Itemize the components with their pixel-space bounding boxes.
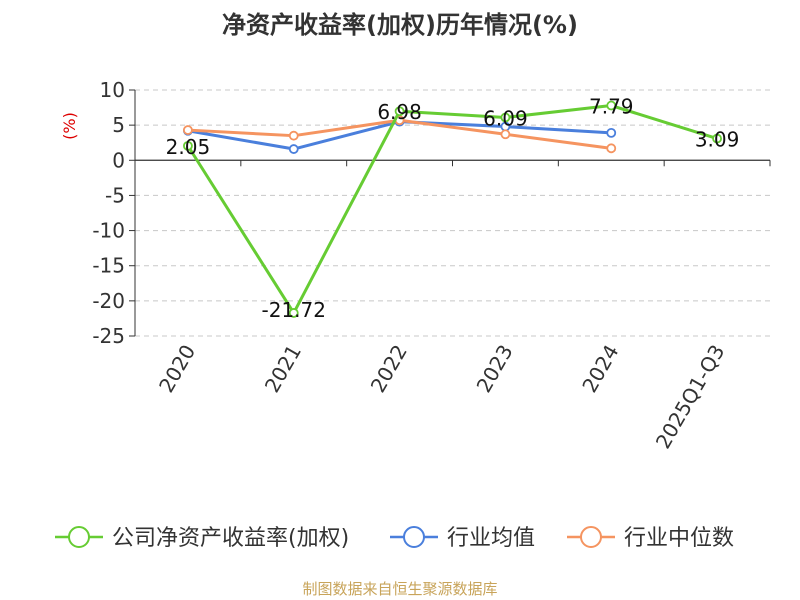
- data-label: 6.98: [377, 100, 422, 124]
- y-tick-label: 0: [112, 148, 125, 172]
- data-point[interactable]: [712, 133, 722, 144]
- legend-label: 行业均值: [447, 526, 535, 551]
- x-tick-label: 2024: [577, 341, 623, 397]
- y-tick-label: -10: [92, 219, 125, 243]
- data-point[interactable]: [606, 127, 617, 138]
- data-label: -21.72: [262, 298, 326, 322]
- y-tick-label: 5: [112, 113, 125, 137]
- data-labels: 2.05 -21.72 6.98 6.09 7.79 3.09: [166, 95, 740, 322]
- data-point[interactable]: [394, 106, 405, 117]
- data-point[interactable]: [288, 308, 299, 318]
- data-label: 3.09: [695, 128, 740, 152]
- y-axis-unit: (%): [60, 112, 79, 140]
- data-point[interactable]: [183, 125, 193, 135]
- data-point[interactable]: [288, 144, 299, 154]
- x-tick-label: 2022: [366, 341, 412, 397]
- x-tick-label: 2021: [260, 341, 306, 397]
- data-point[interactable]: [606, 143, 617, 154]
- y-tick-label: -5: [105, 183, 125, 207]
- legend-item[interactable]: 行业中位数: [567, 526, 734, 551]
- y-tick-label: -25: [92, 324, 125, 348]
- series-line: [186, 104, 718, 315]
- legend-label: 公司净资产收益率(加权): [112, 526, 349, 551]
- series-lines: [183, 100, 722, 318]
- data-source-note: 制图数据来自恒生聚源数据库: [302, 580, 497, 598]
- data-point[interactable]: [500, 129, 511, 140]
- x-tick-label: 2023: [472, 341, 518, 397]
- data-point[interactable]: [288, 130, 299, 141]
- legend-label: 行业中位数: [624, 526, 734, 551]
- data-label: 7.79: [589, 95, 634, 119]
- y-tick-label: 10: [100, 78, 125, 102]
- data-label: 2.05: [166, 135, 211, 159]
- legend[interactable]: 公司净资产收益率(加权) 行业均值 行业中位数: [55, 526, 734, 551]
- data-label: 6.09: [483, 106, 528, 130]
- y-tick-label: -15: [92, 254, 125, 278]
- chart-title: 净资产收益率(加权)历年情况(%): [222, 11, 578, 39]
- legend-item[interactable]: 行业均值: [390, 526, 535, 551]
- legend-swatch-marker: [403, 526, 425, 548]
- legend-swatch-marker: [580, 526, 602, 548]
- data-point[interactable]: [500, 112, 511, 123]
- legend-swatch-marker: [68, 526, 90, 548]
- x-tick-label: 2025Q1-Q3: [651, 341, 730, 453]
- y-tick-label: -20: [92, 289, 125, 313]
- data-point[interactable]: [183, 140, 193, 151]
- legend-item[interactable]: 公司净资产收益率(加权): [55, 526, 349, 551]
- x-tick-label: 2020: [154, 341, 200, 397]
- data-point[interactable]: [606, 100, 617, 111]
